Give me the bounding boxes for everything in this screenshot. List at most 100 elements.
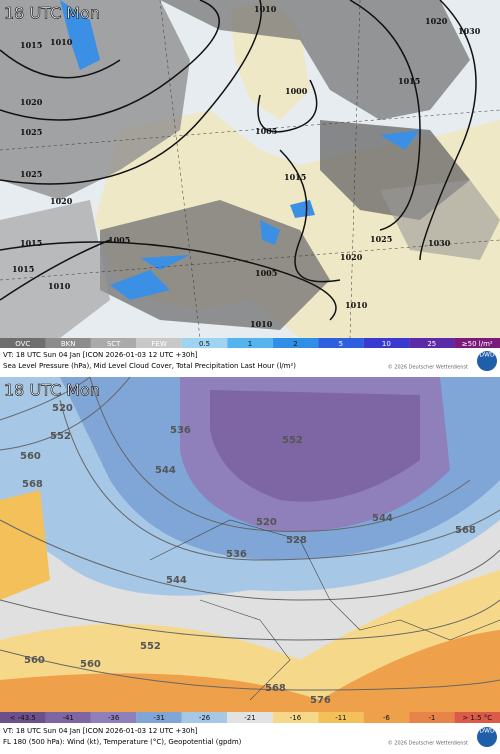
isobar-label: 1015 <box>284 172 306 182</box>
top-map: 1015 1010 1020 1025 1025 1020 1015 1010 … <box>0 0 500 339</box>
contour-label: 560 <box>80 659 101 670</box>
legend-label: -6 <box>383 714 391 722</box>
isobar-label: 1010 <box>50 37 73 47</box>
map-title: 18 UTC Mon <box>4 4 100 23</box>
logo: DWD <box>479 352 495 359</box>
legend-swatch <box>454 712 500 723</box>
legend-swatch <box>409 338 455 349</box>
legend-swatch <box>0 338 46 349</box>
legend-label: > 1.5 °C <box>462 714 492 722</box>
legend-swatch <box>0 712 46 723</box>
legend-swatch <box>181 338 228 349</box>
logo-badge <box>477 727 497 747</box>
legend-label: 0.5 <box>199 340 210 348</box>
legend-label: -11 <box>335 714 346 722</box>
isobar-label: 1000 <box>285 86 308 96</box>
isobar-label: 1005 <box>255 126 277 136</box>
isobar-label: 1010 <box>345 300 368 310</box>
legend-swatch <box>90 338 137 349</box>
legend-label: -21 <box>244 714 255 722</box>
description: FL 180 (500 hPa): Wind (kt), Temperature… <box>3 738 242 746</box>
contour-label: 536 <box>226 549 247 560</box>
legend-swatch <box>227 338 273 349</box>
isobar-label: 1005 <box>255 268 277 278</box>
legend-swatch <box>363 338 410 349</box>
legend-swatch <box>181 712 228 723</box>
isobar-label: 1015 <box>398 76 420 86</box>
legend-swatch <box>136 338 182 349</box>
legend-label: -1 <box>428 714 435 722</box>
contour-label: 552 <box>282 435 303 446</box>
legend-label: 25 <box>427 340 436 348</box>
legend-swatch <box>45 712 91 723</box>
contour-label: 568 <box>265 683 286 694</box>
contour-label: 544 <box>155 465 176 476</box>
isobar-label: 1025 <box>20 169 42 179</box>
contour-label: 560 <box>20 451 41 462</box>
legend-label: < -43.5 <box>10 714 36 722</box>
contour-label: 576 <box>310 695 331 706</box>
legend-label: SCT <box>107 340 121 348</box>
contour-label: 520 <box>52 403 73 414</box>
legend-swatch <box>272 338 319 349</box>
legend-label: BKN <box>61 340 76 348</box>
contour-label: 544 <box>166 575 187 586</box>
legend: OVC BKN SCT FEW 0.5 1 2 5 10 25 ≥50 l/m² <box>0 338 500 349</box>
isobar-label: 1015 <box>20 40 42 50</box>
isobar-label: 1030 <box>428 238 451 248</box>
valid-time: VT: 18 UTC Sun 04 Jan [ICON 2026-01-03 1… <box>3 727 198 735</box>
legend-swatch <box>272 712 319 723</box>
contour-label: 536 <box>170 425 191 436</box>
legend-swatch <box>90 712 137 723</box>
isobar-label: 1010 <box>254 4 277 14</box>
isobar-label: 1020 <box>425 16 448 26</box>
isobar-label: 1015 <box>12 264 34 274</box>
legend-label: 10 <box>382 340 391 348</box>
legend-label: 5 <box>339 340 343 348</box>
contour-label: 568 <box>455 525 476 536</box>
isobar-label: 1025 <box>370 234 392 244</box>
legend-label: 1 <box>248 340 252 348</box>
legend-swatch <box>409 712 455 723</box>
legend-label: FEW <box>151 340 166 348</box>
isobar-label: 1030 <box>458 26 481 36</box>
legend-swatch <box>45 338 91 349</box>
contour-label: 568 <box>22 479 43 490</box>
legend-label: ≥50 l/m² <box>462 340 493 348</box>
copyright: © 2026 Deutscher Wetterdienst <box>388 740 468 747</box>
legend-label: -41 <box>62 714 73 722</box>
legend-label: 2 <box>293 340 297 348</box>
legend-swatch <box>136 712 182 723</box>
legend: < -43.5 -41 -36 -31 -26 -21 -16 -11 -6 -1 > 1.5 °C <box>0 712 500 723</box>
isobar-label: 1020 <box>340 252 363 262</box>
contour-label: 552 <box>140 641 161 652</box>
logo-badge <box>477 351 497 371</box>
isobar-label: 1005 <box>108 235 130 245</box>
isobar-label: 1020 <box>20 97 43 107</box>
map-title: 18 UTC Mon <box>4 381 100 400</box>
contour-label: 560 <box>24 655 45 666</box>
isobar-label: 1020 <box>50 196 73 206</box>
contour-label: 528 <box>286 535 307 546</box>
isobar-label: 1015 <box>20 238 42 248</box>
legend-swatch <box>227 712 273 723</box>
legend-label: -31 <box>153 714 164 722</box>
isobar-label: 1010 <box>250 319 273 329</box>
legend-label: -16 <box>290 714 302 722</box>
contour-label: 552 <box>50 431 71 442</box>
legend-label: OVC <box>15 340 30 348</box>
valid-time: VT: 18 UTC Sun 04 Jan [ICON 2026-01-03 1… <box>3 351 198 359</box>
copyright: © 2026 Deutscher Wetterdienst <box>388 364 468 371</box>
isobar-label: 1025 <box>20 127 42 137</box>
legend-swatch <box>318 712 364 723</box>
description: Sea Level Pressure (hPa), Mid Level Clou… <box>3 362 296 370</box>
legend-swatch <box>363 712 410 723</box>
contour-label: 544 <box>372 513 393 524</box>
isobar-label: 1010 <box>48 281 71 291</box>
legend-swatch <box>454 338 500 349</box>
logo: DWD <box>479 728 495 735</box>
contour-label: 520 <box>256 517 277 528</box>
legend-swatch <box>318 338 364 349</box>
